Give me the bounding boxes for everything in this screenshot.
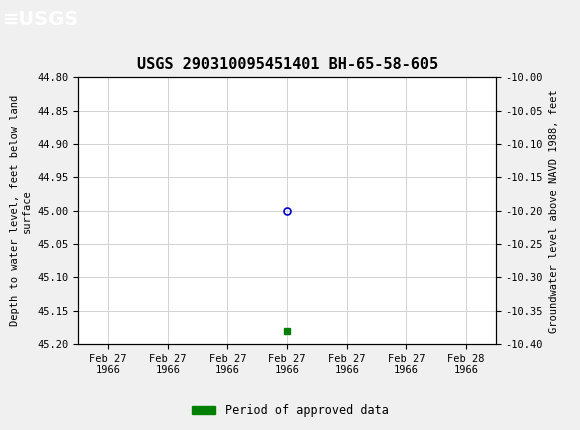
Title: USGS 290310095451401 BH-65-58-605: USGS 290310095451401 BH-65-58-605 bbox=[136, 57, 438, 72]
Y-axis label: Groundwater level above NAVD 1988, feet: Groundwater level above NAVD 1988, feet bbox=[549, 89, 559, 332]
Text: ≡USGS: ≡USGS bbox=[3, 10, 79, 29]
Y-axis label: Depth to water level, feet below land
surface: Depth to water level, feet below land su… bbox=[10, 95, 32, 326]
Legend: Period of approved data: Period of approved data bbox=[187, 399, 393, 422]
